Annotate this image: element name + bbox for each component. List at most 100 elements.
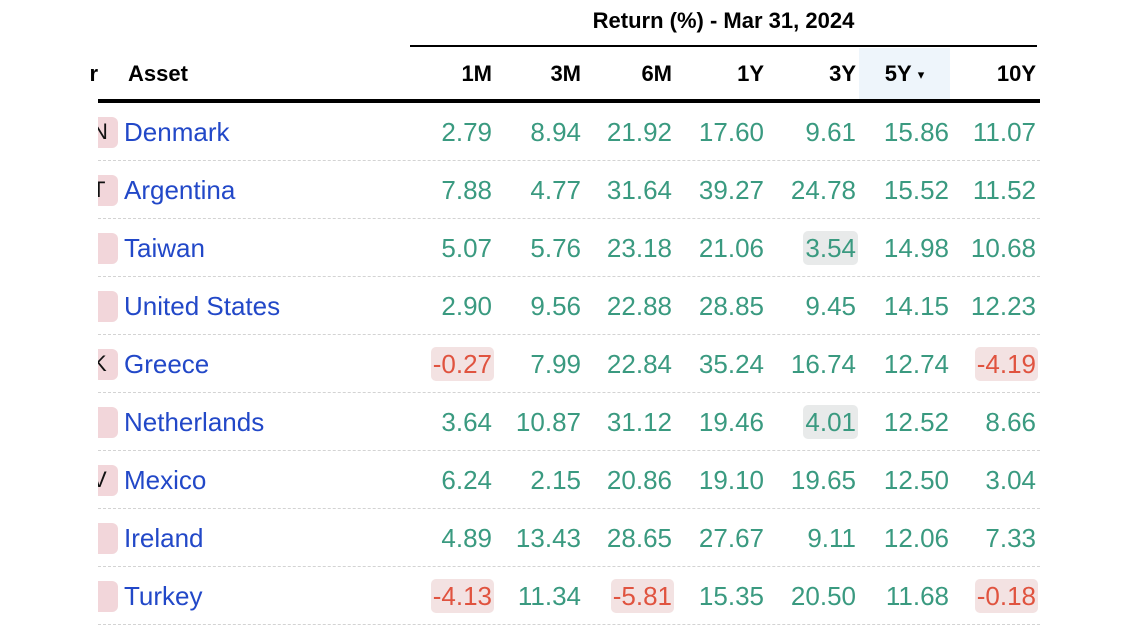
asset-link[interactable]: United States: [124, 291, 281, 321]
return-cell-3y: 16.74: [748, 335, 858, 393]
return-cell-10y: -4.19: [928, 335, 1038, 393]
return-value: 15.52: [883, 175, 949, 205]
return-cell-3y: 9.11: [748, 509, 858, 567]
return-value: 7.33: [985, 523, 1036, 553]
return-value: 11.07: [972, 117, 1036, 147]
return-value: 11.34: [517, 581, 581, 611]
return-value: 7.99: [530, 349, 581, 379]
column-header-label: 10Y: [996, 61, 1036, 86]
asset-link[interactable]: Ireland: [124, 523, 204, 553]
return-value: 31.12: [606, 407, 672, 437]
return-value: 19.10: [698, 465, 764, 495]
return-value: 2.79: [441, 117, 492, 147]
asset-column-header[interactable]: Asset: [128, 48, 328, 99]
return-value: 9.61: [805, 117, 856, 147]
return-value: 10.87: [515, 407, 581, 437]
return-value: 19.65: [790, 465, 856, 495]
return-value: 23.18: [606, 233, 672, 263]
table-row: Taiwan 5.07 5.76 23.18 21.06 3.54 14.98 10.68: [98, 219, 1040, 277]
return-cell-5y: 15.86: [841, 103, 951, 161]
column-header-1y[interactable]: 1Y: [678, 48, 764, 99]
return-cell-1m: 7.88: [384, 161, 494, 219]
return-cell-1m: 6.24: [384, 451, 494, 509]
return-value: 3.04: [985, 465, 1036, 495]
return-cell-5y: 15.52: [841, 161, 951, 219]
asset-link[interactable]: Mexico: [124, 465, 207, 495]
flag-clipped-glyph: V: [98, 467, 107, 492]
return-cell-3m: 8.94: [473, 103, 583, 161]
return-cell-3y: 3.54: [748, 219, 858, 277]
column-header-label: 1M: [461, 61, 492, 86]
return-cell-3m: 13.43: [473, 509, 583, 567]
return-cell-3y: 20.50: [748, 567, 858, 625]
return-value: 39.27: [698, 175, 764, 205]
return-cell-1y: 21.06: [656, 219, 766, 277]
column-header-3y[interactable]: 3Y: [770, 48, 856, 99]
table-row: K Greece -0.27 7.99 22.84 35.24 16.74 12.74 -4.1…: [98, 335, 1040, 393]
return-cell-6m: 28.65: [564, 509, 674, 567]
return-value: 20.50: [790, 581, 856, 611]
return-value: 22.84: [606, 349, 672, 379]
return-value: 17.60: [698, 117, 764, 147]
return-value: 12.74: [883, 349, 949, 379]
return-cell-10y: 10.68: [928, 219, 1038, 277]
return-cell-10y: 3.04: [928, 451, 1038, 509]
return-cell-3y: 24.78: [748, 161, 858, 219]
asset-link[interactable]: Greece: [124, 349, 210, 379]
return-cell-1m: 2.90: [384, 277, 494, 335]
return-value: 10.68: [970, 233, 1036, 263]
return-value: 20.86: [606, 465, 672, 495]
asset-link[interactable]: Argentina: [124, 175, 236, 205]
return-cell-1y: 39.27: [656, 161, 766, 219]
column-header-3m[interactable]: 3M: [495, 48, 581, 99]
column-header-10y[interactable]: 10Y: [950, 48, 1036, 99]
column-header-6m[interactable]: 6M: [586, 48, 672, 99]
return-value: 31.64: [606, 175, 672, 205]
sort-desc-icon: ▾: [917, 67, 925, 82]
return-cell-10y: -0.18: [928, 567, 1038, 625]
return-cell-5y: 14.15: [841, 277, 951, 335]
column-header-label: 6M: [641, 61, 672, 86]
country-flag-icon: V: [98, 465, 118, 496]
return-cell-1m: -0.27: [384, 335, 494, 393]
return-cell-1m: 4.89: [384, 509, 494, 567]
return-cell-6m: 21.92: [564, 103, 674, 161]
return-value: 9.56: [530, 291, 581, 321]
return-cell-5y: 12.50: [841, 451, 951, 509]
return-value: 35.24: [698, 349, 764, 379]
column-header-5y[interactable]: 5Y ▾: [859, 48, 950, 99]
return-value: 13.43: [515, 523, 581, 553]
table-row: Turkey -4.13 11.34 -5.81 15.35 20.50 11.68 -0.1…: [98, 567, 1040, 625]
header-divider: [98, 99, 1040, 103]
return-cell-1y: 19.46: [656, 393, 766, 451]
flag-clipped-glyph: K: [98, 351, 107, 376]
return-cell-3y: 19.65: [748, 451, 858, 509]
return-value: 15.86: [883, 117, 949, 147]
return-cell-3m: 5.76: [473, 219, 583, 277]
return-value: 21.06: [698, 233, 764, 263]
return-value: 12.50: [883, 465, 949, 495]
return-value: 4.89: [441, 523, 492, 553]
asset-link[interactable]: Denmark: [124, 117, 230, 147]
return-cell-1m: -4.13: [384, 567, 494, 625]
asset-link[interactable]: Turkey: [124, 581, 203, 611]
column-header-label: 5Y: [884, 61, 912, 86]
return-cell-10y: 8.66: [928, 393, 1038, 451]
return-cell-3m: 10.87: [473, 393, 583, 451]
asset-link[interactable]: Taiwan: [124, 233, 205, 263]
column-header-1m[interactable]: 1M: [406, 48, 492, 99]
return-cell-3y: 9.45: [748, 277, 858, 335]
return-cell-5y: 14.98: [841, 219, 951, 277]
table-row: United States 2.90 9.56 22.88 28.85 9.45 14.15…: [98, 277, 1040, 335]
return-value: 2.90: [441, 291, 492, 321]
return-cell-1y: 19.10: [656, 451, 766, 509]
return-value: 3.54: [803, 231, 858, 265]
return-cell-6m: 31.12: [564, 393, 674, 451]
asset-link[interactable]: Netherlands: [124, 407, 265, 437]
return-cell-10y: 11.07: [928, 103, 1038, 161]
return-value: 11.52: [972, 175, 1036, 205]
country-flag-icon: [98, 581, 118, 612]
group-title-underline: [410, 45, 1037, 47]
return-cell-3y: 4.01: [748, 393, 858, 451]
return-value: 16.74: [790, 349, 856, 379]
